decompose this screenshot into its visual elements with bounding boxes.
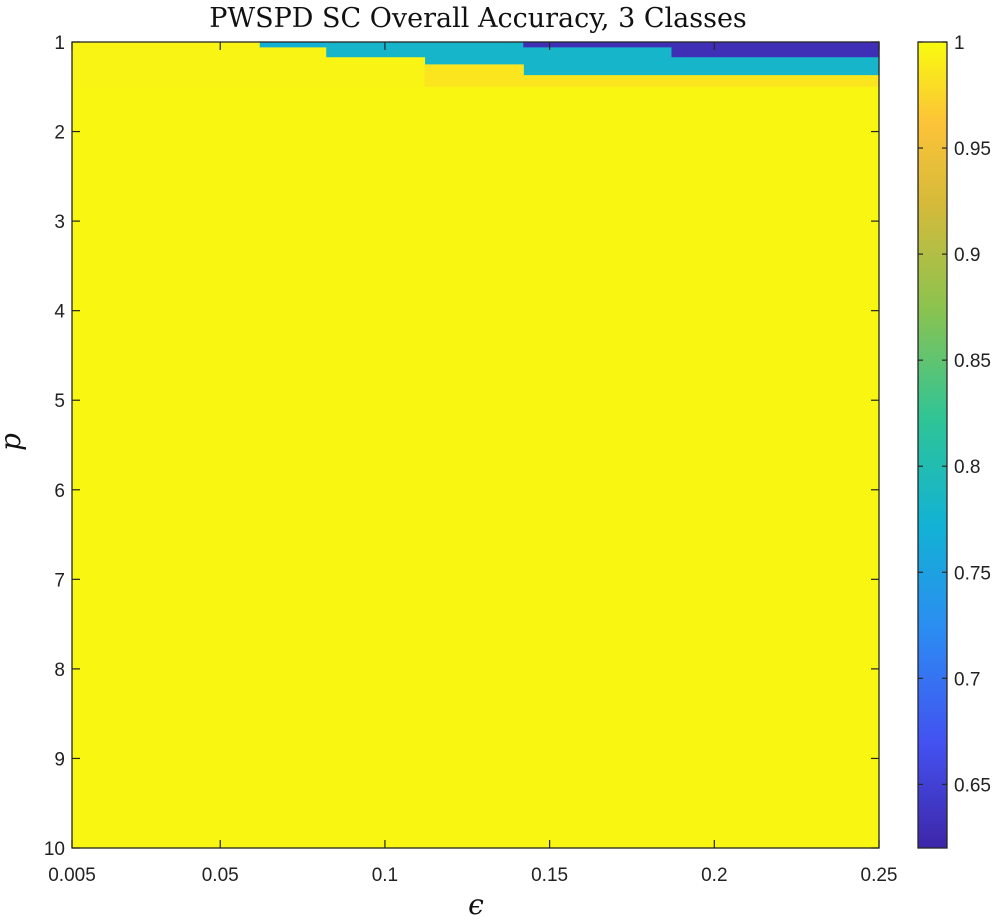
y-axis-label: p [0, 433, 27, 451]
colorbar [917, 41, 948, 849]
colorbar-tick-label: 0.8 [954, 457, 980, 478]
x-tick-label: 0.15 [531, 865, 568, 886]
colorbar-tick-label: 0.7 [954, 669, 980, 690]
heatmap-cell [523, 47, 673, 76]
plot-area-frame [71, 41, 880, 849]
colorbar-tick-label: 0.65 [954, 775, 991, 796]
y-tick-label: 6 [54, 481, 65, 502]
heatmap-cell [72, 42, 261, 88]
heatmap-cell [523, 42, 673, 48]
x-tick-label: 0.2 [701, 865, 727, 886]
colorbar-axis: 1 0.95 0.9 0.85 0.8 0.75 0.7 0.65 [918, 33, 991, 796]
colorbar-tick-label: 0.95 [954, 139, 991, 160]
heatmap-cell [424, 64, 524, 88]
heatmap-cell [671, 42, 880, 58]
chart-title: PWSPD SC Overall Accuracy, 3 Classes [209, 3, 747, 34]
heatmap-cell [259, 42, 327, 48]
y-tick-label: 1 [54, 33, 65, 54]
y-tick-label: 2 [54, 123, 65, 144]
colorbar-tick-label: 1 [954, 33, 965, 54]
y-tick-label: 5 [54, 391, 65, 412]
x-axis-label: ϵ [468, 888, 484, 920]
y-tick-label: 3 [54, 212, 65, 233]
x-tick-label: 0.05 [202, 865, 239, 886]
x-tick-label: 0.1 [372, 865, 398, 886]
colorbar-tick-label: 0.75 [954, 563, 991, 584]
heatmap-cell [259, 47, 327, 88]
heatmap-cell [671, 57, 880, 76]
heatmap-cell [523, 75, 880, 88]
y-tick-label: 7 [54, 570, 65, 591]
y-axis: 1 2 3 4 5 6 7 8 9 10 [44, 33, 879, 860]
y-tick-label: 10 [44, 839, 65, 860]
y-tick-label: 4 [54, 302, 65, 323]
heatmap-cells [72, 42, 880, 849]
heatmap-cell [424, 42, 524, 65]
colorbar-tick-label: 0.85 [954, 351, 991, 372]
x-axis: 0.005 0.05 0.1 0.15 0.2 0.25 [48, 42, 897, 886]
heatmap-cell [325, 42, 426, 58]
x-tick-label: 0.25 [861, 865, 898, 886]
y-tick-label: 9 [54, 749, 65, 770]
heatmap-cell [72, 86, 880, 849]
y-tick-label: 8 [54, 660, 65, 681]
heatmap-cell [325, 57, 426, 88]
colorbar-tick-label: 0.9 [954, 245, 980, 266]
x-tick-label: 0.005 [48, 865, 96, 886]
